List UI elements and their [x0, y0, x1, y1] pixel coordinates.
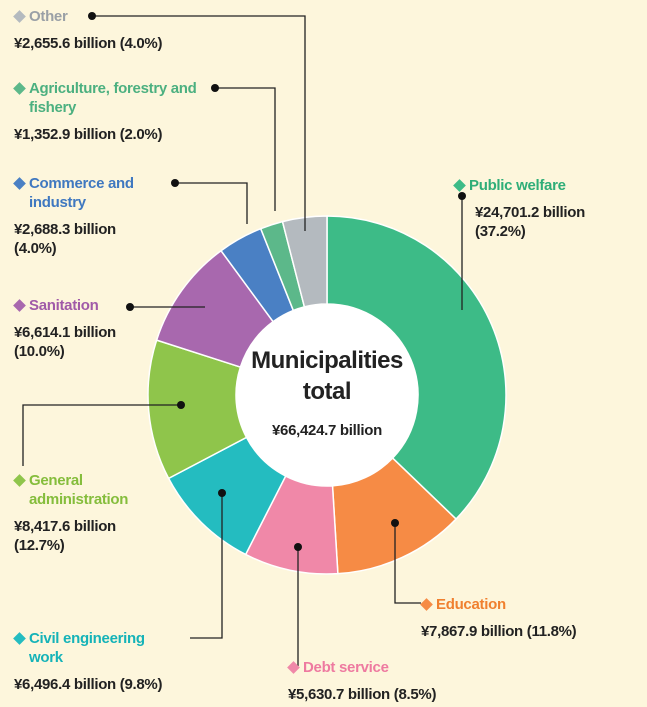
category-name: Other — [13, 7, 179, 26]
category-name: Sanitation — [13, 296, 179, 315]
category-name: Education — [420, 595, 556, 614]
leader-line — [92, 15, 306, 231]
value-label: ¥6,496.4 billion (9.8%) — [14, 676, 163, 693]
category-label: Sanitation ¥6,614.1 billion (10.0%) — [13, 296, 179, 361]
value-label: ¥6,614.1 billion (10.0%) — [14, 324, 116, 360]
value-label: ¥2,655.6 billion (4.0%) — [14, 35, 163, 52]
category-name: Commerce and industry — [13, 174, 179, 212]
category-name: General administration — [13, 471, 179, 509]
legend-diamond — [13, 632, 26, 645]
center-total: ¥66,424.7 billion — [272, 422, 382, 439]
value-label: ¥2,688.3 billion (4.0%) — [14, 221, 116, 257]
leader-dot — [218, 489, 226, 497]
leader-dot — [211, 84, 219, 92]
category-label: Civil engineering work ¥6,496.4 billion (… — [13, 629, 244, 694]
category-name: Civil engineering work — [13, 629, 179, 667]
category-label: Commerce and industry ¥2,688.3 billion (4… — [13, 174, 179, 258]
leader-dot — [391, 519, 399, 527]
legend-diamond — [453, 179, 466, 192]
category-label: Education ¥7,867.9 billion (11.8%) — [420, 595, 647, 641]
value-label: ¥24,701.2 billion (37.2%) — [475, 204, 585, 240]
leader-dot — [126, 303, 134, 311]
legend-diamond — [13, 474, 26, 487]
category-name: Debt service — [287, 658, 443, 677]
legend-diamond — [13, 299, 26, 312]
category-label: Public welfare ¥24,701.2 billion (37.2%) — [453, 176, 639, 241]
legend-diamond — [287, 661, 300, 674]
leader-line — [215, 87, 276, 211]
leader-dot — [177, 401, 185, 409]
leader-line — [175, 182, 248, 224]
category-label: General administration ¥8,417.6 billion (… — [13, 471, 179, 555]
category-label: Other ¥2,655.6 billion (4.0%) — [13, 7, 244, 53]
value-label: ¥8,417.6 billion (12.7%) — [14, 518, 116, 554]
value-label: ¥7,867.9 billion (11.8%) — [421, 623, 577, 640]
leader-line — [190, 493, 223, 639]
legend-diamond — [420, 598, 433, 611]
leader-dot — [458, 192, 466, 200]
leader-dot — [88, 12, 96, 20]
category-label: Debt service ¥5,630.7 billion (8.5%) — [287, 658, 518, 704]
donut-slice — [281, 215, 328, 308]
category-name: Public welfare — [453, 176, 639, 195]
leader-line — [394, 523, 421, 604]
category-label: Agriculture, forestry and fishery ¥1,352.… — [13, 79, 244, 144]
leader-dot — [171, 179, 179, 187]
donut-hole — [236, 304, 418, 486]
leader-line — [22, 404, 181, 466]
category-name: Agriculture, forestry and fishery — [13, 79, 199, 117]
leader-dot — [294, 543, 302, 551]
center-title: Municipalities total — [251, 347, 403, 405]
donut-slice — [326, 215, 507, 521]
value-label: ¥5,630.7 billion (8.5%) — [288, 686, 437, 703]
value-label: ¥1,352.9 billion (2.0%) — [14, 126, 163, 143]
legend-diamond — [13, 177, 26, 190]
legend-diamond — [13, 10, 26, 23]
legend-diamond — [13, 82, 26, 95]
